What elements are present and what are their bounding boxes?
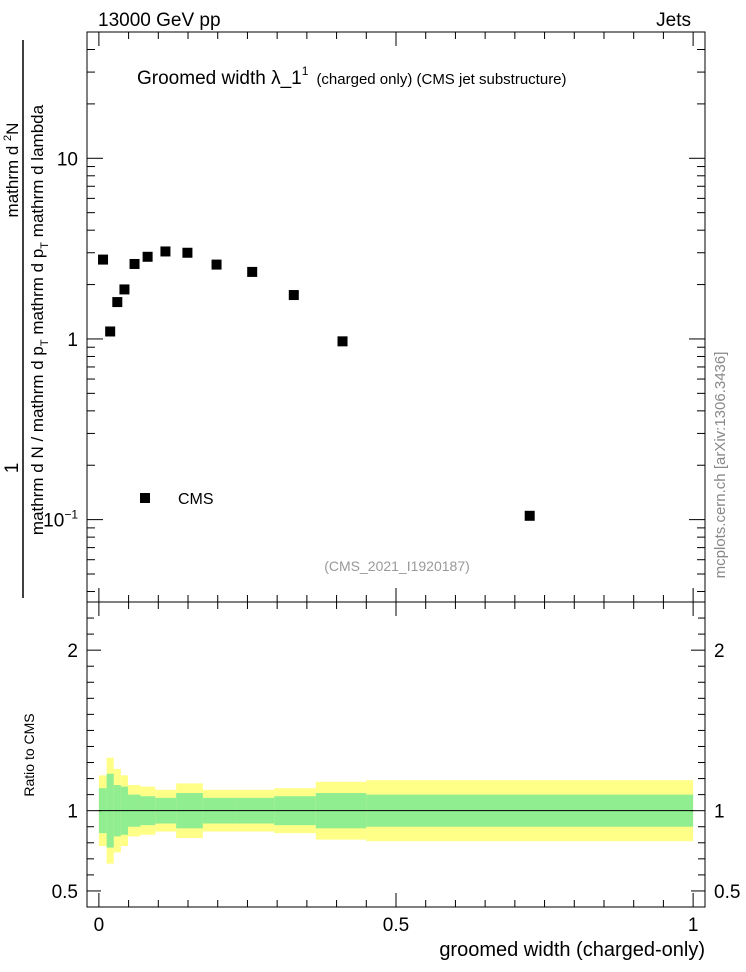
data-point xyxy=(142,251,153,262)
chart-title: Groomed width λ_11 (charged only) (CMS je… xyxy=(137,64,567,89)
ratio-panel-frame xyxy=(86,601,706,908)
analysis-label: (CMS_2021_I1920187) xyxy=(324,558,470,574)
chart-title-main: Groomed width λ_1 xyxy=(137,68,302,89)
x-axis-label: groomed width (charged-only) xyxy=(439,939,705,961)
ratio-y-axis-label: Ratio to CMS xyxy=(21,713,37,796)
data-point xyxy=(98,254,109,265)
data-markers xyxy=(98,246,535,521)
ratio-axis-ticks: 0 0.5 1 0.5 0.5 1 1 2 2 xyxy=(52,602,740,936)
legend-label-cms: CMS xyxy=(178,491,214,508)
data-point xyxy=(119,284,130,295)
ratio-y-tick-label-right: 0.5 xyxy=(714,882,740,903)
data-point xyxy=(182,247,193,258)
main-y-tick-label: 1 xyxy=(67,330,78,351)
header-left: 13000 GeV pp xyxy=(98,10,221,31)
main-y-tick-label: 10 xyxy=(57,149,78,170)
legend-marker-cms xyxy=(140,493,150,503)
x-tick-label: 0 xyxy=(94,915,105,936)
data-point xyxy=(160,246,171,257)
data-point xyxy=(524,510,535,521)
data-point xyxy=(247,266,258,277)
main-y-axis-label: 1 mathrm d 2N mathrm d N / mathrm d pT m… xyxy=(2,40,51,598)
side-label: mcplots.cern.ch [arXiv:1306.3436] xyxy=(712,352,729,579)
ratio-y-tick-label-left: 2 xyxy=(67,641,78,662)
ratio-y-tick-label-right: 2 xyxy=(714,641,725,662)
data-point xyxy=(112,297,123,308)
main-axis-ticks: 10 1 10−1 xyxy=(43,31,705,602)
data-point xyxy=(105,326,116,337)
ratio-y-tick-label-right: 1 xyxy=(714,802,725,823)
header-right: Jets xyxy=(656,10,691,31)
ratio-y-tick-label-left: 0.5 xyxy=(52,882,78,903)
data-point xyxy=(288,290,299,301)
main-y-tick-label: 10−1 xyxy=(43,508,78,532)
y-label-numerator: mathrm d 2N xyxy=(2,123,22,218)
ratio-y-tick-label-left: 1 xyxy=(67,802,78,823)
data-point xyxy=(211,259,222,270)
x-tick-label: 0.5 xyxy=(383,915,409,936)
y-label-numerator-one: 1 xyxy=(2,463,23,474)
chart-title-suffix: (charged only) (CMS jet substructure) xyxy=(316,71,566,88)
x-tick-label: 1 xyxy=(688,915,699,936)
y-label-denominator: mathrm d N / mathrm d pT mathrm d pT mat… xyxy=(28,104,51,535)
data-point xyxy=(337,336,348,347)
chart-title-sup: 1 xyxy=(302,64,309,78)
main-panel-frame xyxy=(86,31,706,603)
data-point xyxy=(129,258,140,269)
